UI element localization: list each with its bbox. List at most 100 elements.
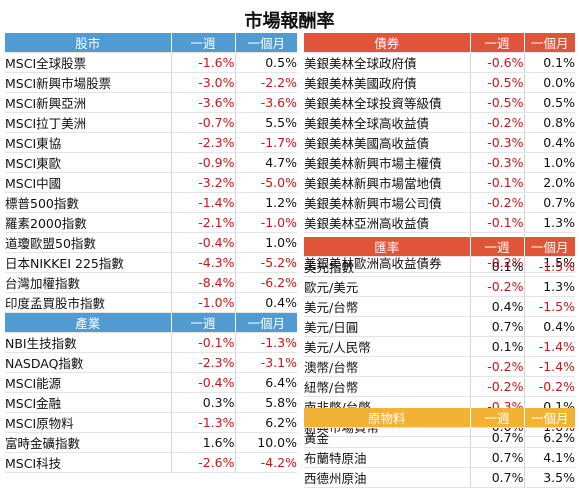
month-return: 10.0%	[235, 432, 297, 453]
table-row: 道瓊歐盟50指數 -0.4% 1.0%	[5, 232, 297, 253]
row-name: 美銀美林美國高收益債	[304, 132, 471, 153]
table-row: 美元/台幣 0.4% -1.5%	[304, 296, 575, 317]
row-name: 道瓊歐盟50指數	[5, 232, 172, 253]
table-row: MSCI全球股票 -1.6% 0.5%	[5, 52, 297, 73]
week-return: -1.6%	[171, 52, 236, 73]
table-row: 黃金 0.7% 6.2%	[304, 427, 575, 448]
week-return: -0.1%	[171, 332, 236, 353]
row-name: 美銀美林新興市場公司債	[304, 192, 471, 213]
week-return: -2.3%	[171, 132, 236, 153]
row-name: 印度孟買股市指數	[5, 292, 172, 313]
table-header-row: 股市 一週 一個月	[5, 33, 297, 53]
week-return: -0.2%	[470, 356, 525, 377]
row-name: 標普500指數	[5, 192, 172, 213]
week-return: -1.4%	[171, 192, 236, 213]
week-return: -0.5%	[470, 92, 525, 113]
table-row: 台灣加權指數 -8.4% -6.2%	[5, 272, 297, 293]
row-name: 富時金礦指數	[5, 432, 172, 453]
row-name: 紐幣/台幣	[304, 376, 471, 397]
table-row: 美銀美林全球政府債 -0.6% 0.1%	[304, 52, 575, 73]
month-return: -1.4%	[524, 356, 575, 377]
week-return: 0.3%	[171, 392, 236, 413]
table-row: 美元/日圓 0.7% 0.4%	[304, 316, 575, 337]
row-name: MSCI全球股票	[5, 52, 172, 73]
row-name: 美元指數	[304, 256, 471, 277]
week-return: -1.0%	[171, 292, 236, 313]
table-row: 印度孟買股市指數 -1.0% 0.4%	[5, 292, 297, 313]
week-return: 0.7%	[470, 316, 525, 337]
month-return: 0.5%	[524, 92, 575, 113]
month-return: 1.3%	[524, 212, 575, 233]
row-name: MSCI金融	[5, 392, 172, 413]
month-return: 4.7%	[235, 152, 297, 173]
month-return: -5.2%	[235, 252, 297, 273]
month-return: 6.2%	[235, 412, 297, 433]
table-row: 美銀美林美國政府債 -0.5% 0.0%	[304, 72, 575, 93]
table-row: 美銀美林全球高收益債 -0.2% 0.8%	[304, 112, 575, 133]
table-row: 日本NIKKEI 225指數 -4.3% -5.2%	[5, 252, 297, 273]
table-row: 紐幣/台幣 -0.2% -0.2%	[304, 376, 575, 397]
week-return: -8.4%	[171, 272, 236, 293]
week-return: -2.6%	[171, 452, 236, 473]
table-row: MSCI原物料 -1.3% 6.2%	[5, 412, 297, 433]
sectors-table: 產業 一週 一個月 NBI生技指數 -0.1% -1.3% NASDAQ指數 -2.3% -3.…	[5, 313, 297, 473]
row-name: 羅素2000指數	[5, 212, 172, 233]
row-name: 美銀美林全球政府債	[304, 52, 471, 73]
table-row: 富時金礦指數 1.6% 10.0%	[5, 432, 297, 453]
row-name: MSCI中國	[5, 172, 172, 193]
month-column-header: 一個月	[234, 33, 297, 53]
month-return: -2.2%	[235, 72, 297, 93]
row-name: 美銀美林全球投資等級債	[304, 92, 471, 113]
table-row: 美銀美林亞洲高收益債 -0.1% 1.3%	[304, 212, 575, 233]
month-return: -1.7%	[235, 132, 297, 153]
table-row: MSCI東協 -2.3% -1.7%	[5, 132, 297, 153]
week-return: -3.6%	[171, 92, 236, 113]
table-row: NASDAQ指數 -2.3% -3.1%	[5, 352, 297, 373]
month-return: 6.4%	[235, 372, 297, 393]
table-row: MSCI新興亞洲 -3.6% -3.6%	[5, 92, 297, 113]
month-column-header: 一個月	[523, 237, 575, 257]
month-return: -1.5%	[524, 256, 575, 277]
table-row: 美銀美林全球投資等級債 -0.5% 0.5%	[304, 92, 575, 113]
page-title: 市場報酬率	[244, 11, 335, 32]
month-return: 4.1%	[524, 447, 575, 468]
table-row: 西德州原油 0.7% 3.5%	[304, 467, 575, 488]
row-name: NASDAQ指數	[5, 352, 172, 373]
week-column-header: 一週	[469, 408, 524, 428]
row-name: MSCI科技	[5, 452, 172, 473]
week-return: 1.6%	[171, 432, 236, 453]
week-column-header: 一週	[170, 33, 235, 53]
row-name: 美元/台幣	[304, 296, 471, 317]
week-return: -2.3%	[171, 352, 236, 373]
month-column-header: 一個月	[234, 313, 297, 333]
fx-table: 匯率 一週 一個月 美元指數 0.1% -1.5% 歐元/美元 -0.2% 1.3% 美元/台幣 0…	[304, 237, 575, 437]
month-column-header: 一個月	[523, 408, 575, 428]
table-row: 美銀美林美國高收益債 -0.3% 0.4%	[304, 132, 575, 153]
week-return: 0.1%	[470, 256, 525, 277]
table-row: 標普500指數 -1.4% 1.2%	[5, 192, 297, 213]
row-name: 美銀美林全球高收益債	[304, 112, 471, 133]
month-return: -4.2%	[235, 452, 297, 473]
table-row: MSCI能源 -0.4% 6.4%	[5, 372, 297, 393]
row-name: MSCI能源	[5, 372, 172, 393]
week-column-header: 一週	[469, 33, 524, 53]
month-return: 1.2%	[235, 192, 297, 213]
stocks-table: 股市 一週 一個月 MSCI全球股票 -1.6% 0.5% MSCI新興市場股票 -3.0% -…	[5, 33, 297, 333]
table-row: MSCI科技 -2.6% -4.2%	[5, 452, 297, 473]
month-return: -3.1%	[235, 352, 297, 373]
section-header: 債券	[304, 33, 470, 53]
month-return: 0.0%	[524, 72, 575, 93]
week-return: -0.5%	[470, 72, 525, 93]
week-return: 0.1%	[470, 336, 525, 357]
month-return: -5.0%	[235, 172, 297, 193]
row-name: 美銀美林新興市場當地債	[304, 172, 471, 193]
table-row: 美銀美林新興市場主權債 -0.3% 1.0%	[304, 152, 575, 173]
table-row: 澳幣/台幣 -0.2% -1.4%	[304, 356, 575, 377]
month-return: -1.5%	[524, 296, 575, 317]
row-name: 台灣加權指數	[5, 272, 172, 293]
commodities-table: 原物料 一週 一個月 黃金 0.7% 6.2% 布蘭特原油 0.7% 4.1% 西德州原油 0.7%…	[304, 408, 575, 488]
row-name: 歐元/美元	[304, 276, 471, 297]
section-header: 匯率	[304, 237, 470, 257]
row-name: 西德州原油	[304, 467, 471, 488]
month-return: 0.1%	[524, 52, 575, 73]
